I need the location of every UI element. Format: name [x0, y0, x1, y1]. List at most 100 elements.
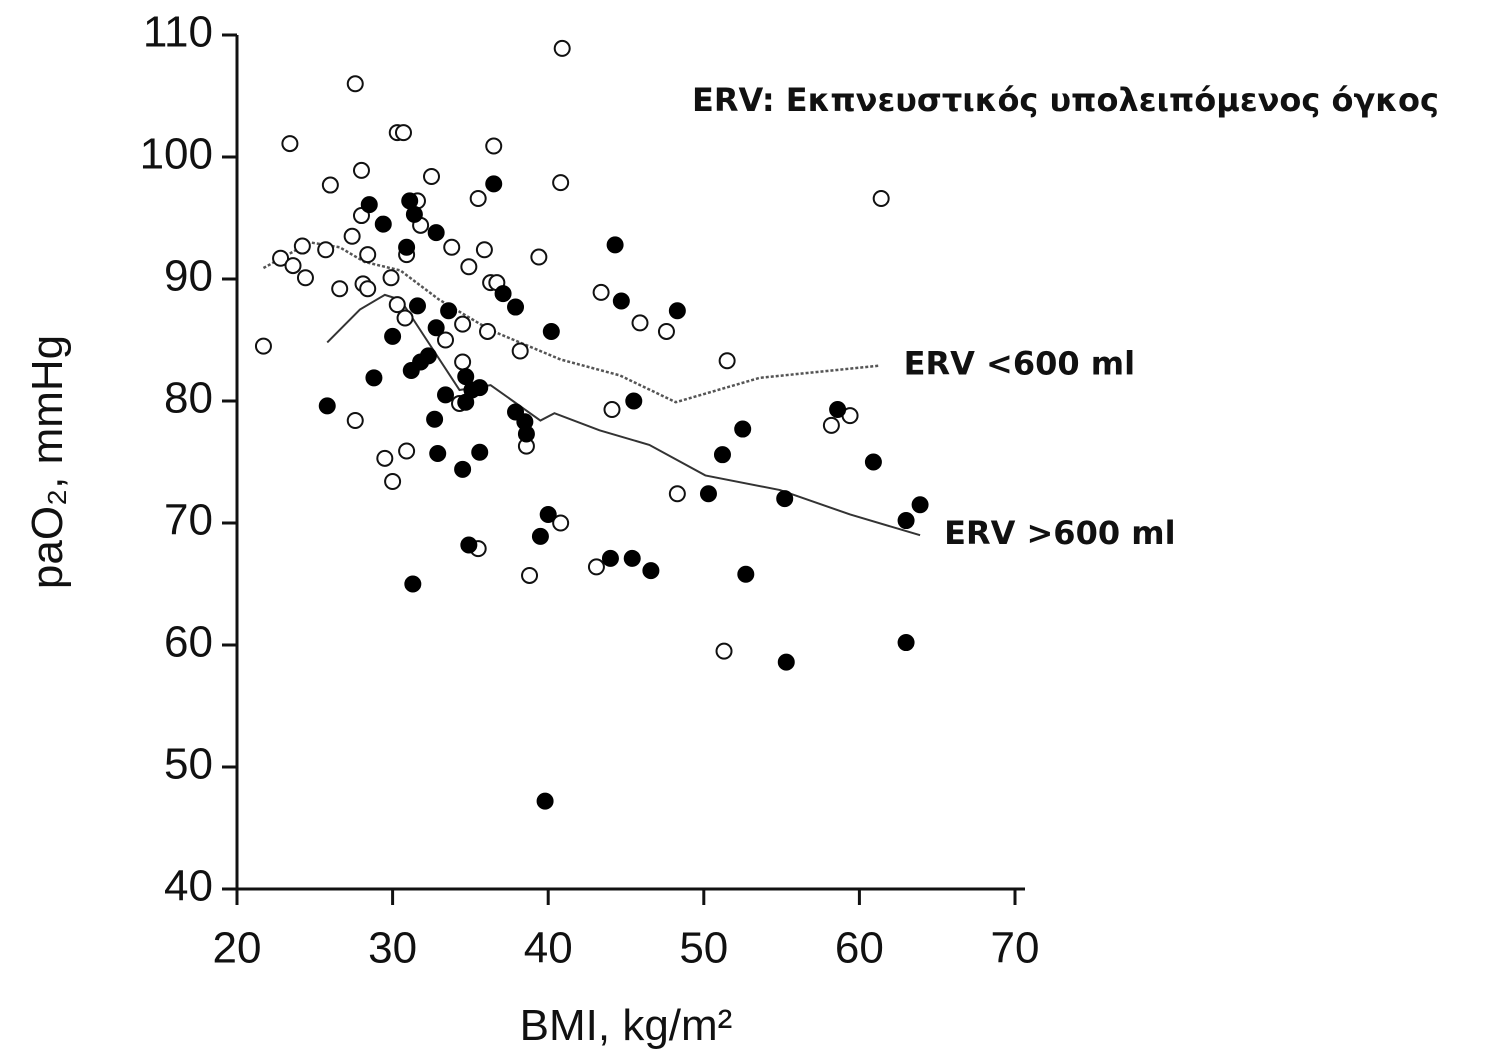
y-tick-label: 50 [164, 740, 213, 789]
point [284, 257, 302, 275]
point [897, 512, 915, 530]
point [699, 485, 717, 503]
chart-title: ERV: Εκπνευστικός υπολειπόμενος όγκος [692, 81, 1439, 119]
point [911, 496, 929, 514]
point [511, 342, 529, 360]
point [494, 285, 512, 303]
x-tick-label: 40 [524, 924, 573, 973]
point [829, 401, 847, 419]
point [777, 653, 795, 671]
x-tick-label: 30 [368, 924, 417, 973]
point [427, 224, 445, 242]
point [437, 331, 455, 349]
point [346, 75, 364, 93]
point [440, 302, 458, 320]
line-label: ERV >600 ml [944, 514, 1175, 552]
point [642, 562, 660, 580]
point [776, 490, 794, 508]
point [469, 189, 487, 207]
x-tick-label: 60 [835, 924, 884, 973]
point [734, 420, 752, 438]
point [427, 319, 445, 337]
point [394, 124, 412, 142]
point [437, 386, 455, 404]
point [374, 215, 392, 233]
point [603, 401, 621, 419]
point [382, 269, 400, 287]
point [281, 135, 299, 153]
y-axis-label: paO₂, mmHg [23, 335, 72, 589]
point [360, 196, 378, 214]
point [359, 246, 377, 264]
point [552, 174, 570, 192]
y-tick-label: 70 [164, 496, 213, 545]
point [517, 425, 535, 443]
point [657, 322, 675, 340]
point [539, 505, 557, 523]
point [485, 137, 503, 155]
point [454, 460, 472, 478]
point [429, 444, 447, 462]
point [376, 449, 394, 467]
point [331, 280, 349, 298]
point [822, 416, 840, 434]
point [454, 315, 472, 333]
y-tick-label: 40 [164, 862, 213, 911]
point [460, 258, 478, 276]
point [365, 369, 383, 387]
point [601, 549, 619, 567]
point [531, 527, 549, 545]
point [408, 297, 426, 315]
y-tick-label: 60 [164, 618, 213, 667]
point [396, 309, 414, 327]
point [426, 410, 444, 428]
point [398, 238, 416, 256]
x-tick-label: 20 [213, 924, 262, 973]
line-label: ERV <600 ml [904, 345, 1135, 383]
point [398, 442, 416, 460]
point [405, 205, 423, 223]
point [384, 473, 402, 491]
point [317, 241, 335, 259]
point [612, 292, 630, 310]
point [443, 238, 461, 256]
point [254, 337, 272, 355]
point [479, 322, 497, 340]
point [384, 327, 402, 345]
point [715, 642, 733, 660]
point [343, 227, 361, 245]
point [713, 446, 731, 464]
point [318, 397, 336, 415]
point [471, 379, 489, 397]
point [737, 565, 755, 583]
point [454, 353, 472, 371]
point [552, 514, 570, 532]
x-tick-label: 50 [679, 924, 728, 973]
point [625, 392, 643, 410]
point [352, 161, 370, 179]
point [897, 634, 915, 652]
point [606, 236, 624, 254]
point [272, 249, 290, 267]
point [293, 237, 311, 255]
point [321, 176, 339, 194]
y-tick-label: 80 [164, 374, 213, 423]
point [521, 566, 539, 584]
point [623, 549, 641, 567]
y-tick-label: 110 [143, 8, 213, 57]
point [404, 575, 422, 593]
point [668, 302, 686, 320]
point [530, 248, 548, 266]
point [536, 792, 554, 810]
trend-line [262, 241, 880, 404]
point [419, 347, 437, 365]
point [864, 453, 882, 471]
point [457, 368, 475, 386]
x-tick-label: 70 [991, 924, 1040, 973]
point [592, 283, 610, 301]
point [631, 314, 649, 332]
trend-line [326, 293, 921, 537]
point [668, 485, 686, 503]
point [507, 298, 525, 316]
